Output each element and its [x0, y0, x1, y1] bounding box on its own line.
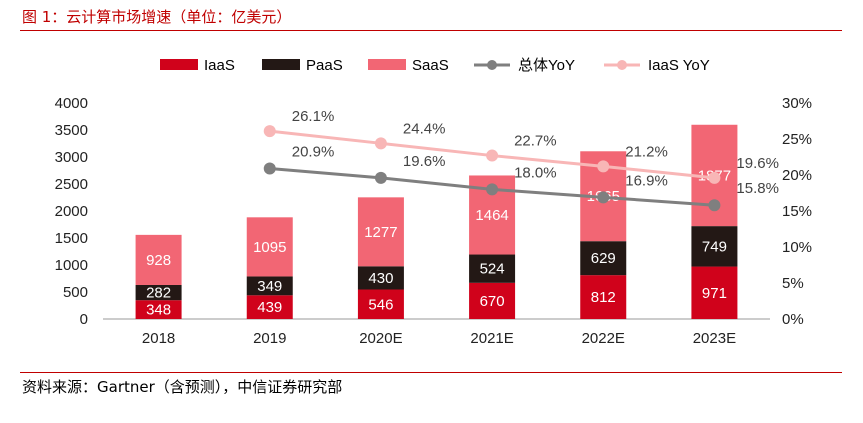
- line-point-label: 15.8%: [736, 180, 779, 197]
- bar-value-label: 348: [146, 302, 171, 319]
- line-point-label: 26.1%: [292, 108, 335, 125]
- figure-title: 图 1：云计算市场增速（单位：亿美元）: [22, 8, 292, 26]
- bar-saas-2020e: [357, 197, 404, 267]
- bar-value-label: 749: [702, 238, 727, 255]
- legend-label: SaaS: [412, 57, 449, 74]
- bar-value-label: 670: [480, 293, 505, 310]
- line-point: [708, 171, 721, 184]
- x-tick-label: 2022E: [582, 330, 625, 347]
- legend-swatch: [160, 59, 198, 70]
- bar-paas-2019: [246, 276, 293, 296]
- line-point-label: 20.9%: [292, 144, 335, 161]
- line-point: [597, 191, 610, 204]
- x-tick-label: 2023E: [693, 330, 736, 347]
- bar-paas-2021e: [469, 254, 516, 283]
- chart-axes: 0 500 1000 1500 2000 2500 3000 3500 4000 0% 5% 10% 1…: [55, 95, 812, 347]
- x-tick-label: 2021E: [470, 330, 513, 347]
- line-point: [263, 162, 276, 175]
- line-point-label: 21.2%: [625, 143, 668, 160]
- bar-value-label: 524: [480, 261, 505, 278]
- bar-iaas-2018: [135, 300, 182, 319]
- legend-marker: [617, 60, 627, 70]
- y-tick-label: 2000: [55, 203, 88, 220]
- bar-value-label: 282: [146, 285, 171, 302]
- bar-saas-2019: [246, 217, 293, 277]
- source-rule: [20, 372, 842, 373]
- y2-tick-label: 5%: [782, 275, 804, 292]
- legend-label: IaaS: [204, 57, 235, 74]
- line-point-label: 22.7%: [514, 133, 557, 150]
- y2-tick-label: 20%: [782, 167, 812, 184]
- line-point-label: 19.6%: [403, 153, 446, 170]
- y-tick-label: 2500: [55, 176, 88, 193]
- line-point-label: 16.9%: [625, 172, 668, 189]
- y-tick-label: 1500: [55, 230, 88, 247]
- bar-iaas-2023e: [691, 266, 738, 319]
- y-tick-label: 500: [63, 284, 88, 301]
- legend-marker: [487, 60, 497, 70]
- y-tick-label: 0: [80, 311, 88, 328]
- line-point: [374, 137, 387, 150]
- legend-swatch: [368, 59, 406, 70]
- y2-tick-label: 15%: [782, 203, 812, 220]
- y2-tick-label: 30%: [782, 95, 812, 112]
- bar-iaas-2021e: [469, 282, 516, 319]
- bar-value-label: 928: [146, 252, 171, 269]
- bar-iaas-2020e: [357, 289, 404, 319]
- line-point: [597, 160, 610, 173]
- y2-tick-label: 0%: [782, 311, 804, 328]
- bar-value-label: 1095: [253, 239, 286, 256]
- y-tick-label: 3500: [55, 122, 88, 139]
- bar-paas-2018: [135, 284, 182, 301]
- bar-value-label: 349: [257, 278, 282, 295]
- bar-iaas-2019: [246, 295, 293, 319]
- legend-label: IaaS YoY: [648, 57, 710, 74]
- y2-tick-label: 25%: [782, 131, 812, 148]
- bar-paas-2022e: [580, 241, 627, 276]
- legend-swatch: [262, 59, 300, 70]
- bar-paas-2023e: [691, 226, 738, 267]
- line-point: [374, 171, 387, 184]
- title-rule: [20, 30, 842, 31]
- x-tick-label: 2018: [142, 330, 175, 347]
- bar-paas-2020e: [357, 266, 404, 290]
- yoy-lines: 20.9% 19.6% 18.0% 16.9% 15.8% 26.1% 24.4% 22.7%…: [263, 108, 779, 212]
- source-note: 资料来源：Gartner（含预测），中信证券研究部: [22, 378, 343, 396]
- bar-value-label: 1464: [475, 207, 508, 224]
- bar-value-label: 971: [702, 285, 727, 302]
- line-point-label: 18.0%: [514, 164, 557, 181]
- line-point-label: 24.4%: [403, 120, 446, 137]
- line-point-label: 19.6%: [736, 155, 779, 172]
- chart-legend: IaaS PaaS SaaS 总体YoY IaaS YoY: [160, 57, 710, 74]
- line-point: [486, 183, 499, 196]
- y2-tick-label: 10%: [782, 239, 812, 256]
- bar-value-label: 439: [257, 299, 282, 316]
- y-tick-label: 3000: [55, 149, 88, 166]
- y-tick-label: 1000: [55, 257, 88, 274]
- line-point: [486, 149, 499, 162]
- x-tick-label: 2019: [253, 330, 286, 347]
- legend-label: 总体YoY: [518, 57, 575, 74]
- line-point: [708, 199, 721, 212]
- line-point: [263, 125, 276, 138]
- bar-value-label: 1277: [364, 224, 397, 241]
- legend-label: PaaS: [306, 57, 343, 74]
- x-tick-label: 2020E: [359, 330, 402, 347]
- bar-value-label: 430: [368, 270, 393, 287]
- bar-iaas-2022e: [580, 275, 627, 319]
- bar-value-label: 812: [591, 289, 616, 306]
- y-tick-label: 4000: [55, 95, 88, 112]
- bar-value-label: 546: [368, 296, 393, 313]
- bar-value-label: 629: [591, 250, 616, 267]
- bar-saas-2018: [135, 234, 182, 285]
